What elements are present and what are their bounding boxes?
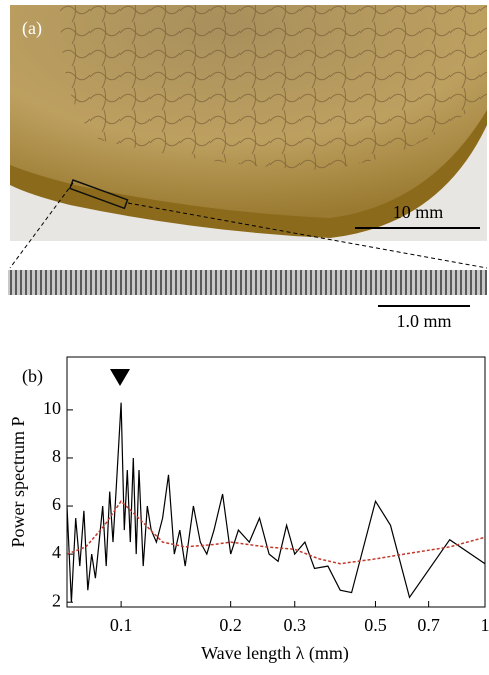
y-tick-label: 10 [43,398,61,418]
plot-frame [67,357,485,607]
panel-label: (b) [22,366,43,387]
y-tick-label: 4 [52,542,61,562]
panel-label: (a) [22,18,42,39]
y-axis-label: Power spectrum P [8,417,28,548]
scale-label: 1.0 mm [396,311,451,331]
x-tick-label: 0.2 [219,615,242,635]
x-tick-label: 0.7 [417,615,440,635]
data-line [67,403,485,603]
x-axis-label: Wave length λ (mm) [201,643,349,664]
x-tick-label: 0.5 [364,615,387,635]
y-tick-label: 8 [52,446,61,466]
y-tick-label: 2 [52,590,61,610]
x-tick-label: 0.1 [110,615,133,635]
x-tick-label: 1 [481,615,489,635]
y-tick-label: 6 [52,494,61,514]
x-tick-label: 0.3 [283,615,306,635]
scale-label: 10 mm [393,202,444,222]
figure: (a) 10 mm 1.0 mm (b) Wave length λ (mm) … [0,0,489,670]
